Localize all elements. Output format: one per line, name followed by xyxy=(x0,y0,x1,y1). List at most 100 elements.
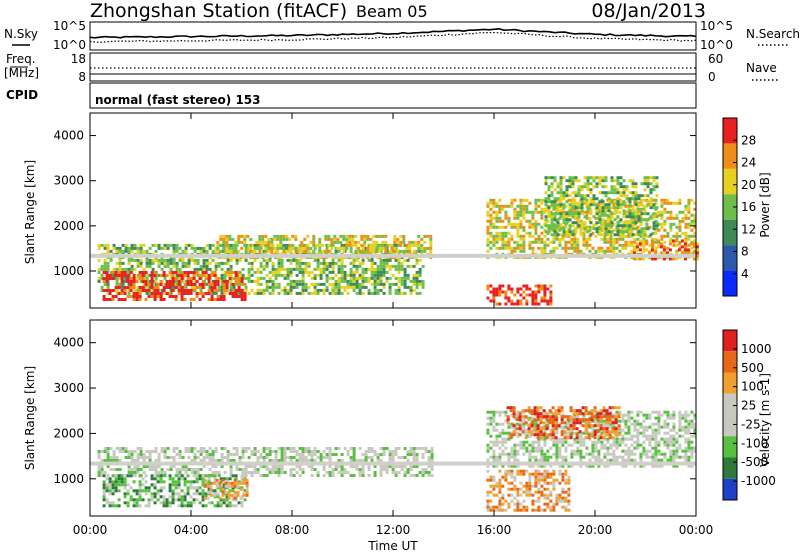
heatmap-cell xyxy=(568,230,572,234)
heatmap-cell xyxy=(663,219,667,223)
heatmap-cell xyxy=(516,464,520,468)
heatmap-cell xyxy=(631,233,635,237)
heatmap-cell xyxy=(546,231,550,235)
heatmap-cell xyxy=(678,410,682,414)
heatmap-cell xyxy=(642,237,646,241)
heatmap-cell xyxy=(195,295,199,298)
heatmap-cell xyxy=(277,471,281,474)
heatmap-cell xyxy=(654,449,658,453)
heatmap-cell xyxy=(225,283,229,286)
heatmap-cell xyxy=(385,468,389,471)
heatmap-cell xyxy=(226,261,230,265)
heatmap-cell xyxy=(123,477,127,481)
heatmap-cell xyxy=(229,459,233,462)
heatmap-cell xyxy=(651,216,655,220)
heatmap-cell xyxy=(201,292,205,295)
heatmap-cell xyxy=(607,200,611,204)
heatmap-cell xyxy=(100,267,104,271)
heatmap-cell xyxy=(516,204,520,208)
heatmap-cell xyxy=(342,234,346,238)
heatmap-cell xyxy=(394,282,398,286)
heatmap-cell xyxy=(354,234,358,238)
heatmap-cell xyxy=(495,455,499,459)
heatmap-cell xyxy=(250,465,254,468)
heatmap-cell xyxy=(280,468,284,471)
heatmap-cell xyxy=(187,243,191,247)
heatmap-cell xyxy=(169,276,173,280)
heatmap-cell xyxy=(286,246,290,250)
heatmap-cell xyxy=(540,455,544,459)
heatmap-cell xyxy=(619,182,623,186)
heatmap-cell xyxy=(516,234,520,238)
heatmap-cell xyxy=(175,273,179,277)
heatmap-cell xyxy=(163,447,167,450)
heatmap-cell xyxy=(600,458,604,462)
heatmap-cell xyxy=(486,499,490,503)
heatmap-cell xyxy=(283,453,287,456)
heatmap-cell xyxy=(180,280,184,283)
heatmap-cell xyxy=(169,288,173,292)
heatmap-cell xyxy=(406,264,410,268)
heatmap-cell xyxy=(373,270,377,274)
heatmap-cell xyxy=(342,246,346,250)
heatmap-cell xyxy=(412,465,416,468)
heatmap-cell xyxy=(100,273,104,277)
heatmap-cell xyxy=(142,282,146,286)
heatmap-cell xyxy=(672,464,676,468)
heatmap-cell xyxy=(574,221,578,225)
heatmap-cell xyxy=(649,197,653,201)
heatmap-cell xyxy=(598,176,602,180)
heatmap-cell xyxy=(178,471,182,474)
nsky-label: N.Sky xyxy=(4,27,38,41)
heatmap-cell xyxy=(310,459,314,462)
heatmap-cell xyxy=(106,243,110,247)
heatmap-cell xyxy=(534,458,538,462)
heatmap-cell xyxy=(340,291,344,295)
heatmap-cell xyxy=(601,179,605,183)
heatmap-cell xyxy=(144,289,148,292)
heatmap-cell xyxy=(220,288,224,292)
heatmap-cell xyxy=(510,201,514,205)
heatmap-cell xyxy=(597,455,601,459)
heatmap-cell xyxy=(627,449,631,453)
heatmap-cell xyxy=(492,290,496,294)
heatmap-cell xyxy=(394,291,398,295)
heatmap-cell xyxy=(549,455,553,459)
heatmap-cell xyxy=(543,246,547,250)
heatmap-cell xyxy=(498,234,502,238)
heatmap-cell xyxy=(621,234,625,238)
heatmap-cell xyxy=(690,449,694,453)
heatmap-cell xyxy=(552,443,556,447)
heatmap-cell xyxy=(634,209,638,213)
heatmap-cell xyxy=(600,246,604,250)
heatmap-cell xyxy=(555,443,559,447)
heatmap-cell xyxy=(127,465,131,468)
heatmap-cell xyxy=(528,434,532,438)
heatmap-cell xyxy=(204,292,208,295)
heatmap-cell xyxy=(352,288,356,292)
heatmap-cell xyxy=(166,261,170,265)
heatmap-cell xyxy=(678,443,682,447)
heatmap-cell xyxy=(501,237,505,241)
heatmap-cell xyxy=(210,474,214,478)
heatmap-cell xyxy=(219,504,223,508)
heatmap-cell xyxy=(265,261,269,265)
heatmap-cell xyxy=(195,492,199,496)
heatmap-cell xyxy=(501,240,505,244)
heatmap-cell xyxy=(612,222,616,226)
heatmap-cell xyxy=(568,212,572,216)
heatmap-cell xyxy=(668,257,672,261)
heatmap-cell xyxy=(175,246,179,250)
heatmap-cell xyxy=(430,465,434,468)
heatmap-cell xyxy=(486,219,490,223)
heatmap-cell xyxy=(121,285,125,289)
heatmap-cell xyxy=(409,279,413,283)
heatmap-cell xyxy=(180,477,184,481)
heatmap-cell xyxy=(648,455,652,459)
heatmap-cell xyxy=(301,450,305,453)
heatmap-cell xyxy=(217,459,221,462)
heatmap-cell xyxy=(370,264,374,268)
heatmap-cell xyxy=(552,249,556,253)
nsearch-tick-low: 10^0 xyxy=(700,38,733,52)
heatmap-cell xyxy=(262,447,266,450)
